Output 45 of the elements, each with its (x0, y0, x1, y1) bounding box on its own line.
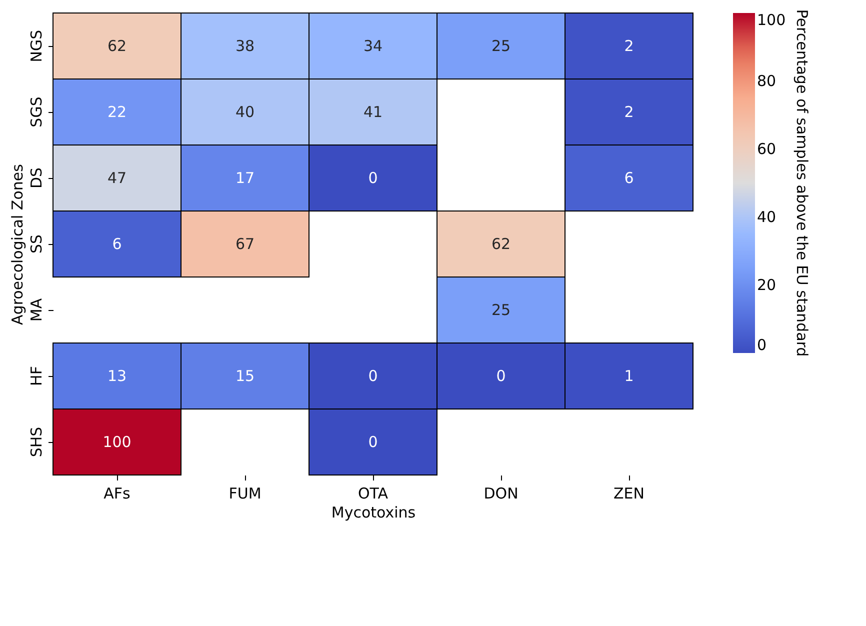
data-label: 15 (235, 367, 255, 385)
color-bar-label: 100 (757, 11, 786, 29)
x-tick-label: DON (484, 484, 518, 502)
data-label: 2 (624, 37, 634, 55)
y-tick-label: DS (28, 167, 46, 189)
color-bar-label: 40 (757, 208, 776, 226)
x-axis-title: Mycotoxins (331, 504, 416, 522)
x-tick-label: ZEN (614, 484, 644, 502)
data-label: 0 (496, 367, 506, 385)
y-tick-label: HF (28, 366, 46, 386)
data-label: 38 (235, 37, 255, 55)
data-label: 34 (363, 37, 383, 55)
y-tick-label: MA (28, 298, 46, 322)
data-label: 2 (624, 103, 634, 121)
data-label: 62 (107, 37, 127, 55)
data-label: 13 (107, 367, 127, 385)
data-label: 0 (368, 367, 378, 385)
color-bar-label: 20 (757, 276, 776, 294)
y-tick-label: SHS (28, 426, 46, 458)
data-label: 0 (368, 433, 378, 451)
data-label: 25 (491, 37, 511, 55)
data-label: 47 (107, 169, 127, 187)
data-label: 40 (235, 103, 255, 121)
color-bar-label: 80 (757, 72, 776, 90)
color-bar-title: Percentage of samples above the EU standard (793, 9, 811, 357)
x-tick-label: FUM (228, 484, 262, 502)
data-label: 62 (491, 235, 511, 253)
data-label: 100 (102, 433, 132, 451)
data-label: 67 (235, 235, 255, 253)
data-label: 22 (107, 103, 127, 121)
y-tick-label: NGS (28, 30, 46, 62)
color-bar-label: 60 (757, 140, 776, 158)
data-label: 0 (368, 169, 378, 187)
data-label: 1 (624, 367, 634, 385)
y-tick-label: SGS (28, 96, 46, 128)
x-tick-label: OTA (358, 484, 389, 502)
data-label: 17 (235, 169, 255, 187)
color-bar-label: 0 (757, 336, 767, 354)
data-label: 6 (624, 169, 634, 187)
y-axis-title: Agroecological Zones (8, 164, 26, 325)
data-label: 41 (363, 103, 383, 121)
x-tick-label: AFs (104, 484, 131, 502)
y-tick-label: SS (28, 234, 46, 254)
data-label: 25 (491, 301, 511, 319)
data-label: 6 (112, 235, 122, 253)
